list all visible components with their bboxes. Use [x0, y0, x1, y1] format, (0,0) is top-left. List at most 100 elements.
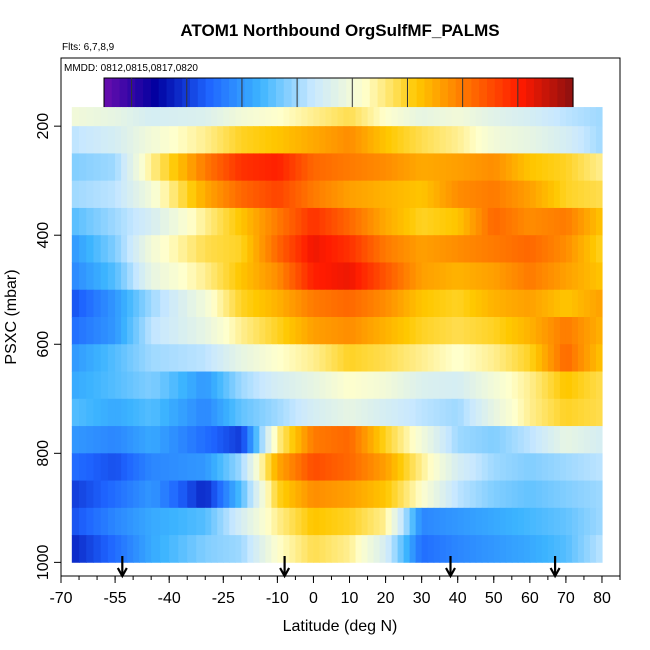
heatmap-cell [115, 317, 122, 345]
heatmap-cell [373, 235, 381, 263]
heatmap-cell [331, 507, 339, 536]
heatmap-cell [481, 535, 489, 563]
heatmap-cell [121, 507, 128, 536]
heatmap-cell [487, 344, 495, 372]
heatmap-cell [355, 235, 363, 263]
heatmap-cell [409, 371, 417, 400]
heatmap-cell [229, 107, 236, 127]
heatmap-cell [487, 398, 495, 427]
colorbar-swatch [361, 78, 371, 118]
heatmap-cell [553, 235, 561, 263]
heatmap-cell [511, 180, 519, 209]
heatmap-cell [565, 535, 573, 563]
heatmap-cell [523, 371, 531, 400]
heatmap-cell [403, 426, 411, 454]
heatmap-cell [229, 207, 236, 236]
heatmap-cell [523, 126, 531, 154]
heatmap-cell [217, 107, 224, 127]
heatmap-cell [127, 180, 134, 209]
heatmap-cell [403, 453, 411, 481]
heatmap-cell [151, 262, 161, 291]
heatmap-cell [457, 126, 465, 154]
heatmap-cell [367, 535, 375, 563]
heatmap-cell [475, 426, 483, 454]
flights-annotation: Flts: 6,7,8,9 [62, 42, 115, 53]
heatmap-cell [397, 317, 405, 345]
heatmap-cell [169, 289, 179, 318]
heatmap-cell [385, 480, 393, 509]
heatmap-cell [319, 317, 327, 345]
heatmap-cell [355, 317, 363, 345]
heatmap-cell [133, 453, 140, 481]
heatmap-cell [481, 480, 489, 509]
heatmap-cell [217, 507, 224, 536]
heatmap-cell [211, 153, 218, 182]
heatmap-cell [295, 262, 303, 291]
heatmap-cell [217, 289, 224, 318]
heatmap-cell [487, 317, 495, 345]
heatmap-cell [241, 398, 248, 427]
heatmap-cell [547, 180, 555, 209]
heatmap-cell [259, 180, 266, 209]
heatmap-cell [283, 535, 291, 563]
heatmap-cell [229, 371, 236, 400]
heatmap-cell [361, 262, 369, 291]
heatmap-cell [139, 344, 146, 372]
heatmap-cell [439, 371, 447, 400]
heatmap-cell [463, 371, 471, 400]
colorbar-swatch [150, 78, 160, 118]
heatmap-cell [217, 344, 224, 372]
heatmap-cell [319, 507, 327, 536]
heatmap-cell [517, 344, 525, 372]
heatmap-cell [421, 507, 429, 536]
heatmap-cell [481, 153, 489, 182]
heatmap-cell [451, 289, 459, 318]
heatmap-cell [529, 535, 537, 563]
heatmap-cell [355, 507, 363, 536]
heatmap-cell [229, 289, 236, 318]
heatmap-cell [523, 507, 531, 536]
heatmap-cell [451, 371, 459, 400]
y-tick-label: 600 [35, 331, 52, 358]
heatmap-cell [373, 107, 381, 127]
heatmap-cell [247, 507, 254, 536]
heatmap-cell [439, 535, 447, 563]
heatmap-cell [307, 289, 315, 318]
heatmap-cell [160, 426, 170, 454]
heatmap-cell [595, 344, 603, 372]
heatmap-cell [517, 398, 525, 427]
heatmap-cell [541, 535, 549, 563]
heatmap-cell [337, 507, 345, 536]
heatmap-cell [160, 153, 170, 182]
heatmap-cell [247, 262, 254, 291]
heatmap-cell [451, 507, 459, 536]
heatmap-cell [301, 371, 309, 400]
heatmap-cell [139, 371, 146, 400]
heatmap-cell [589, 153, 597, 182]
heatmap-cell [121, 107, 128, 127]
heatmap-cell [595, 371, 603, 400]
heatmap-cell [301, 317, 309, 345]
heatmap-cell [457, 180, 465, 209]
heatmap-cell [178, 480, 188, 509]
heatmap-cell [433, 507, 441, 536]
heatmap-cell [565, 180, 573, 209]
heatmap-cell [107, 153, 116, 182]
heatmap-cell [553, 398, 561, 427]
heatmap-cell [391, 426, 399, 454]
heatmap-cell [259, 398, 266, 427]
heatmap-cell [415, 107, 423, 127]
heatmap-cell [349, 507, 357, 536]
heatmap-cell [313, 107, 321, 127]
heatmap-cell [205, 289, 212, 318]
heatmap-cell [196, 262, 206, 291]
heatmap-cell [313, 507, 321, 536]
heatmap-cell [367, 107, 375, 127]
heatmap-cell [547, 153, 555, 182]
heatmap-cell [475, 126, 483, 154]
heatmap-cell [271, 180, 278, 209]
heatmap-cell [100, 507, 109, 536]
heatmap-cell [301, 426, 309, 454]
heatmap-cell [259, 289, 266, 318]
heatmap-cell [133, 207, 140, 236]
